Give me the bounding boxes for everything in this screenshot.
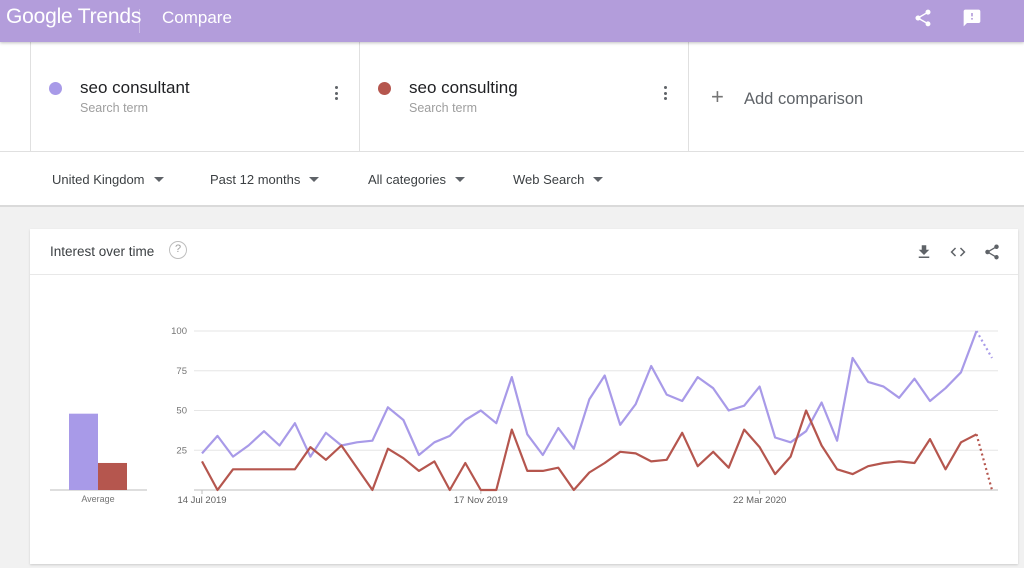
category-dropdown[interactable]: All categories — [368, 172, 466, 187]
dropdown-arrow-icon — [309, 177, 320, 182]
y-tick-label: 100 — [171, 326, 187, 337]
x-axis-labels: 14 Jul 2019 17 Nov 2019 22 Mar 2020 — [177, 490, 786, 506]
feedback-icon[interactable] — [958, 4, 986, 32]
series-line-seo-consulting — [201, 409, 978, 492]
x-tick-label: 14 Jul 2019 — [177, 495, 226, 506]
term-card-seo-consultant[interactable]: seo consultant Search term — [30, 42, 360, 152]
logo-divider — [139, 9, 140, 33]
comparison-terms-bar: seo consultant Search term seo consultin… — [0, 42, 1024, 152]
x-tick-label: 17 Nov 2019 — [454, 495, 508, 506]
average-bar-seo-consultant — [69, 413, 98, 490]
term-color-dot — [378, 82, 391, 95]
share-icon[interactable] — [981, 241, 1003, 263]
gridlines: 25 50 75 100 — [171, 326, 998, 491]
average-label: Average — [81, 494, 114, 504]
help-icon[interactable]: ? — [169, 241, 187, 259]
more-vert-icon[interactable] — [331, 86, 341, 106]
plus-icon: + — [711, 84, 724, 109]
add-comparison-label: Add comparison — [744, 90, 864, 108]
term-name: seo consulting — [409, 78, 518, 97]
more-vert-icon[interactable] — [660, 86, 670, 106]
interest-over-time-chart: Average 25 50 75 100 14 Jul 2019 17 Nov 2019… — [50, 326, 998, 506]
search-type-dropdown[interactable]: Web Search — [513, 172, 604, 187]
series-lines — [201, 330, 994, 492]
y-tick-label: 75 — [176, 366, 187, 377]
term-type: Search term — [409, 101, 478, 115]
card-header: Interest over time ? — [30, 229, 1018, 275]
x-tick-label: 22 Mar 2020 — [733, 495, 786, 506]
add-comparison-button[interactable]: + Add comparison — [688, 42, 1024, 152]
search-type-label: Web Search — [513, 172, 585, 187]
dropdown-arrow-icon — [593, 177, 604, 182]
time-range-label: Past 12 months — [210, 172, 301, 187]
filter-bar: United Kingdom Past 12 months All catego… — [0, 152, 1024, 207]
term-card-seo-consulting[interactable]: seo consulting Search term — [359, 42, 689, 152]
average-bar-seo-consulting — [98, 462, 127, 490]
page-title: Compare — [162, 8, 232, 27]
card-title: Interest over time — [50, 244, 155, 259]
series-partial-seo-consulting — [975, 434, 994, 491]
download-icon[interactable] — [913, 241, 935, 263]
term-name: seo consultant — [80, 78, 190, 97]
google-trends-logo[interactable]: Google Trends — [6, 5, 142, 28]
time-range-dropdown[interactable]: Past 12 months — [210, 172, 320, 187]
app-bar: Google Trends Compare — [0, 0, 1024, 42]
series-line-seo-consultant — [201, 330, 978, 458]
dropdown-arrow-icon — [153, 177, 164, 182]
region-label: United Kingdom — [52, 172, 145, 187]
y-tick-label: 50 — [176, 406, 187, 417]
interest-over-time-card: Interest over time ? Average 25 50 75 100 1… — [30, 229, 1018, 564]
average-chart: Average — [50, 413, 147, 504]
y-tick-label: 25 — [176, 445, 187, 456]
share-icon[interactable] — [909, 4, 937, 32]
category-label: All categories — [368, 172, 447, 187]
term-color-dot — [49, 82, 62, 95]
dropdown-arrow-icon — [455, 177, 466, 182]
term-type: Search term — [80, 101, 149, 115]
region-dropdown[interactable]: United Kingdom — [52, 172, 164, 187]
series-partial-seo-consultant — [975, 330, 993, 359]
embed-icon[interactable] — [947, 241, 969, 263]
